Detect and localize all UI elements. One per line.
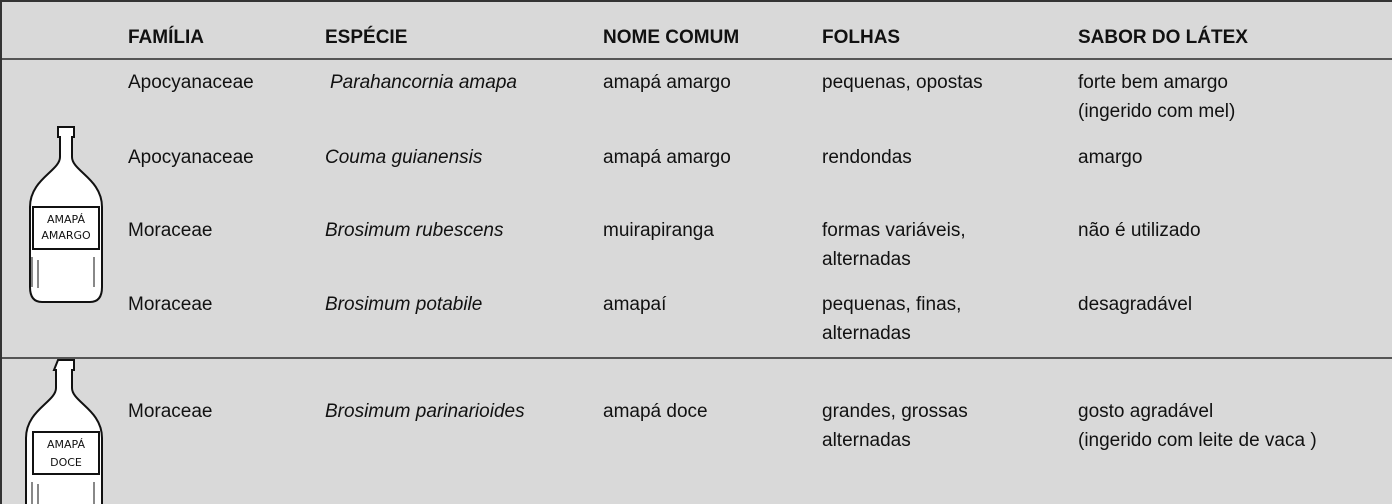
cell-line: amapá amargo: [603, 147, 731, 168]
cell-line: amargo: [1078, 147, 1143, 168]
table-cell: Moraceae: [128, 290, 213, 319]
cell-line: (ingerido com leite de vaca ): [1078, 430, 1317, 451]
table-cell: Parahancornia amapa: [330, 68, 517, 97]
cell-line: rendondas: [822, 147, 912, 168]
cell-line: Moraceae: [128, 220, 213, 241]
cell-line: alternadas: [822, 249, 911, 270]
column-header: FAMÍLIA: [128, 27, 204, 48]
table-cell: amapaí: [603, 290, 666, 319]
cell-line: desagradável: [1078, 294, 1193, 315]
table-cell: amapá amargo: [603, 143, 731, 172]
table-cell: rendondas: [822, 143, 912, 172]
cell-line: Parahancornia amapa: [330, 72, 517, 93]
table-cell: amargo: [1078, 143, 1142, 172]
table-cell: Moraceae: [128, 216, 213, 245]
bottle-label: AMAPÁ: [47, 213, 85, 226]
cell-line: Apocyanaceae: [128, 72, 254, 93]
cell-line: alternadas: [822, 430, 911, 451]
cell-line: pequenas, finas,: [822, 294, 962, 315]
column-header: FOLHAS: [822, 27, 901, 48]
cell-line: (ingerido com mel): [1078, 101, 1236, 122]
cell-line: Moraceae: [128, 401, 213, 422]
column-header: NOME COMUM: [603, 27, 740, 48]
table-cell: grandes, grossas alternadas: [822, 397, 968, 455]
table-cell: Moraceae: [128, 397, 213, 426]
table-cell: forte bem amargo (ingerido com mel): [1078, 68, 1235, 126]
table-cell: Brosimum parinarioides: [325, 397, 525, 426]
table-cell: Brosimum potabile: [325, 290, 482, 319]
cell-line: Brosimum parinarioides: [325, 401, 525, 422]
cell-line: grandes, grossas: [822, 401, 968, 422]
table-cell: gosto agradável (ingerido com leite de va…: [1078, 397, 1317, 455]
table-cell: Brosimum rubescens: [325, 216, 503, 245]
cell-line: amapaí: [603, 294, 667, 315]
table-cell: desagradável: [1078, 290, 1192, 319]
cell-line: Moraceae: [128, 294, 213, 315]
cell-line: amapá doce: [603, 401, 708, 422]
bottle-label: AMARGO: [41, 229, 91, 242]
cell-line: muirapiranga: [603, 220, 714, 241]
table-cell: pequenas, finas, alternadas: [822, 290, 961, 348]
cell-line: formas variáveis,: [822, 220, 966, 241]
table-cell: amapá amargo: [603, 68, 731, 97]
table-cell: Apocyanaceae: [128, 143, 254, 172]
cell-line: Brosimum potabile: [325, 294, 483, 315]
table-cell: muirapiranga: [603, 216, 714, 245]
cell-line: amapá amargo: [603, 72, 731, 93]
cell-line: gosto agradável: [1078, 401, 1214, 422]
bottle: AMAPÁ AMARGO: [29, 126, 103, 303]
column-header: ESPÉCIE: [325, 27, 408, 48]
header-rule: [2, 58, 1392, 60]
cell-line: Couma guianensis: [325, 147, 483, 168]
cell-line: forte bem amargo: [1078, 72, 1228, 93]
table-cell: pequenas, opostas: [822, 68, 983, 97]
cell-line: Apocyanaceae: [128, 147, 254, 168]
cell-line: Brosimum rubescens: [325, 220, 504, 241]
table-cell: Couma guianensis: [325, 143, 482, 172]
bottles: AMAPÁ AMARGO AMAPÁ DOCE: [25, 126, 103, 504]
table-cell: não é utilizado: [1078, 216, 1201, 245]
group-rule: [2, 357, 1392, 359]
column-header: SABOR DO LÁTEX: [1078, 27, 1248, 48]
table-cell: Apocyanaceae: [128, 68, 254, 97]
bottle-label: AMAPÁ: [47, 438, 85, 451]
table-cell: formas variáveis, alternadas: [822, 216, 966, 274]
table-cell: amapá doce: [603, 397, 708, 426]
bottle: AMAPÁ DOCE: [25, 359, 103, 504]
cell-line: alternadas: [822, 323, 911, 344]
cell-line: pequenas, opostas: [822, 72, 983, 93]
bottle-label: DOCE: [50, 456, 82, 469]
cell-line: não é utilizado: [1078, 220, 1201, 241]
